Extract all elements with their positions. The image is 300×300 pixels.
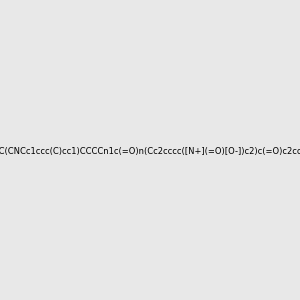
Text: O=C(CNCc1ccc(C)cc1)CCCCn1c(=O)n(Cc2cccc([N+](=O)[O-])c2)c(=O)c2ccsc21: O=C(CNCc1ccc(C)cc1)CCCCn1c(=O)n(Cc2cccc(… <box>0 147 300 156</box>
